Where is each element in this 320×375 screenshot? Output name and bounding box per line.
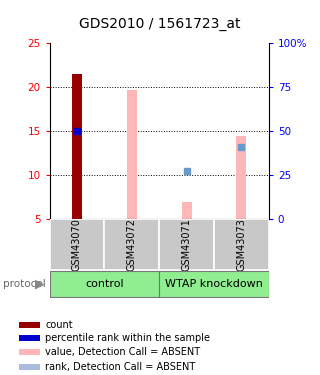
Text: percentile rank within the sample: percentile rank within the sample	[45, 333, 211, 343]
Bar	[104, 219, 159, 270]
Bar	[236, 136, 246, 219]
Bar	[72, 74, 82, 219]
Bar	[214, 219, 269, 270]
Bar	[159, 219, 214, 270]
Text: GDS2010 / 1561723_at: GDS2010 / 1561723_at	[79, 17, 241, 31]
Bar	[50, 219, 104, 270]
Text: ▶: ▶	[35, 278, 44, 291]
Bar	[127, 90, 137, 219]
Text: GSM43072: GSM43072	[127, 218, 137, 271]
Text: value, Detection Call = ABSENT: value, Detection Call = ABSENT	[45, 347, 201, 357]
Text: GSM43071: GSM43071	[182, 218, 192, 271]
Text: count: count	[45, 320, 73, 330]
Bar	[159, 272, 269, 297]
Bar	[182, 202, 192, 219]
Text: GSM43070: GSM43070	[72, 218, 82, 271]
Text: protocol: protocol	[3, 279, 46, 289]
Bar	[19, 364, 40, 369]
Bar	[19, 335, 40, 341]
Bar	[50, 272, 159, 297]
Text: control: control	[85, 279, 124, 289]
Text: WTAP knockdown: WTAP knockdown	[165, 279, 263, 289]
Text: GSM43073: GSM43073	[236, 218, 246, 271]
Bar	[19, 349, 40, 355]
Bar	[19, 322, 40, 328]
Text: rank, Detection Call = ABSENT: rank, Detection Call = ABSENT	[45, 362, 196, 372]
